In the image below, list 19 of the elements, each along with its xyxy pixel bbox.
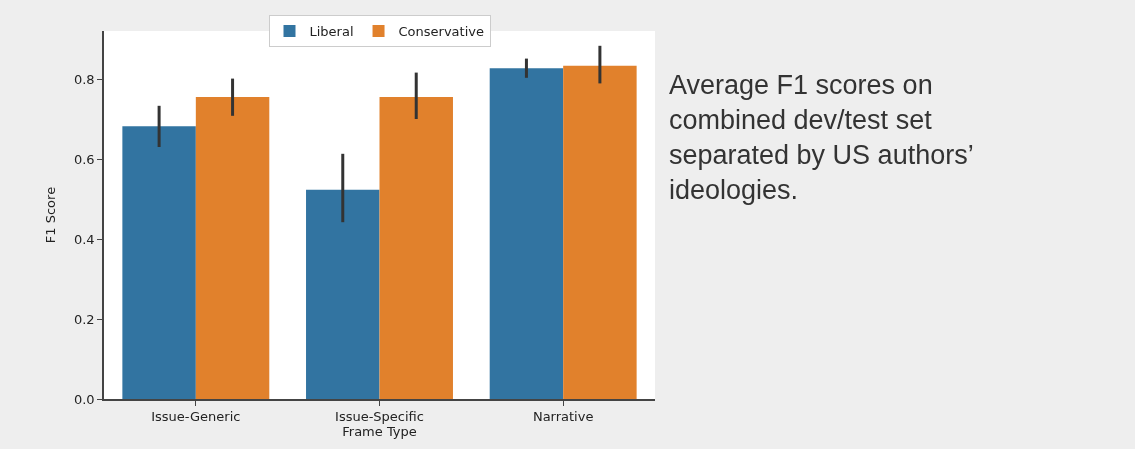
y-tick-label: 0.6 [73,151,95,167]
y-tick-label: 0.0 [73,391,95,407]
bar [122,126,196,399]
y-tick-label: 0.2 [73,311,95,327]
bar [489,68,564,399]
bar [563,65,637,399]
x-tick-label: Issue-Generic [151,409,241,425]
x-tick-label: Issue-Specific [335,409,424,425]
bar [195,97,270,399]
x-axis-title: Frame Type [342,424,417,440]
bar [379,97,453,399]
y-axis-title: F1 Score [43,186,59,244]
text: Average F1 scores on combined dev/test set separated by US authors’ ideologies. [669,70,974,206]
legend-label: Liberal [309,24,354,40]
legend-label: Conservative [398,24,484,40]
bar [306,189,380,399]
y-tick-label: 0.8 [73,71,95,87]
y-tick-label: 0.4 [73,231,95,247]
x-tick-label: Narrative [532,409,594,425]
